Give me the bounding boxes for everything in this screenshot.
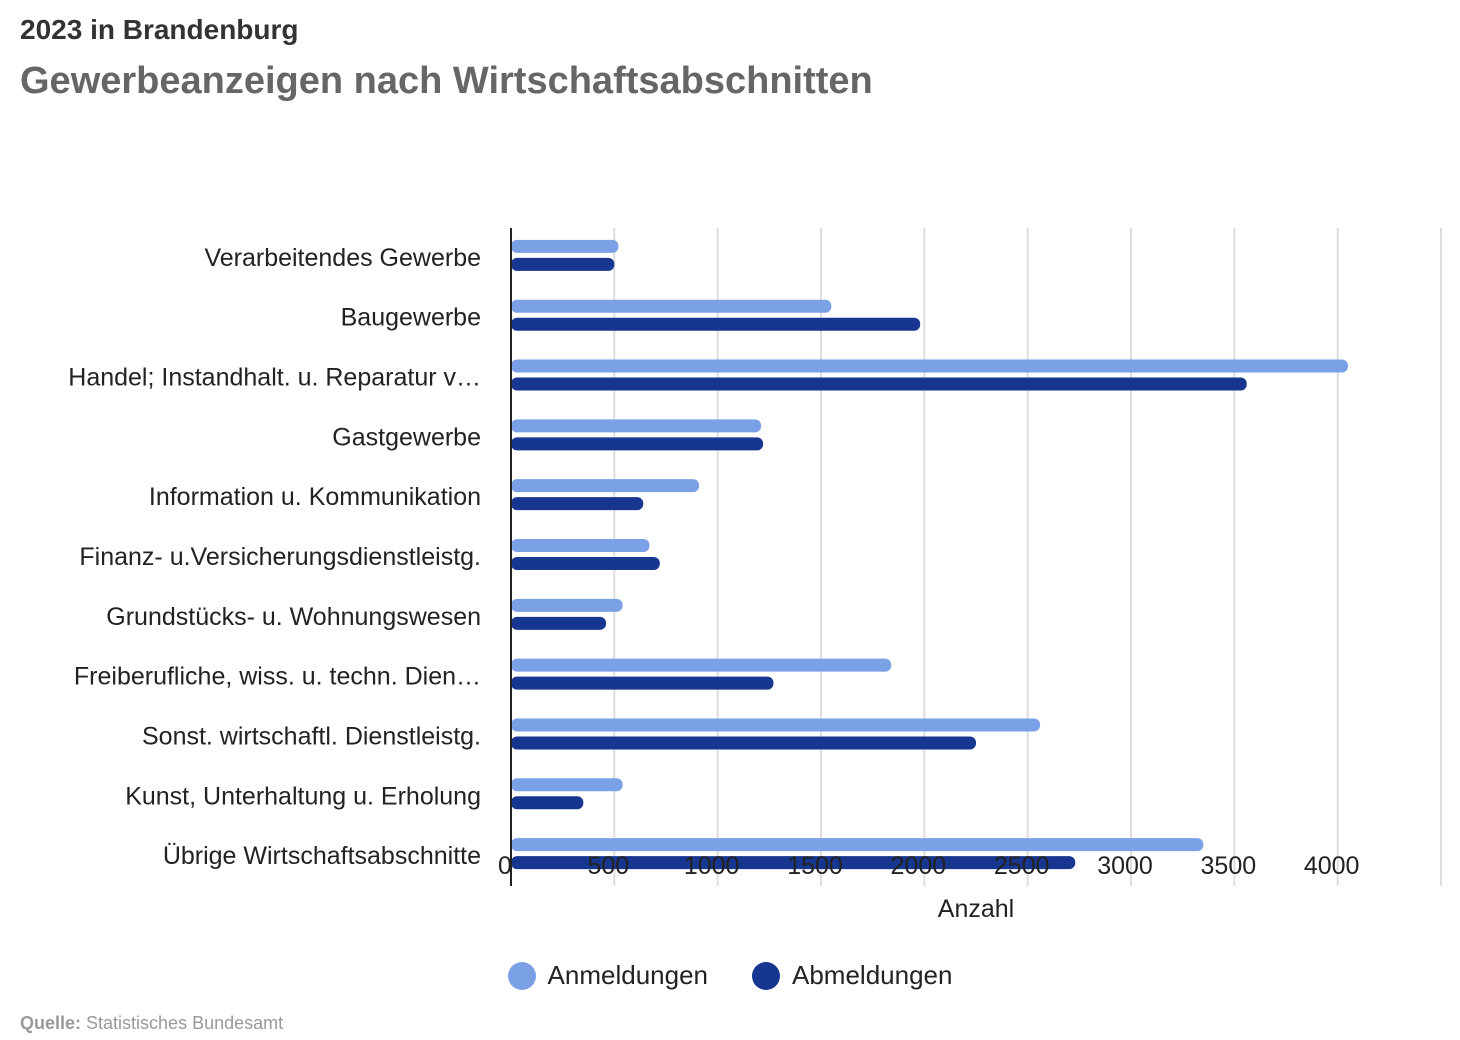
x-tick-label: 0 xyxy=(498,852,512,880)
source-text: Statistisches Bundesamt xyxy=(86,1013,284,1033)
category-label: Grundstücks- u. Wohnungswesen xyxy=(106,603,481,631)
source-note: Quelle: Statistisches Bundesamt xyxy=(20,1013,283,1034)
bar-abmeldungen xyxy=(511,736,976,750)
legend: Anmeldungen Abmeldungen xyxy=(0,960,1460,991)
bar-anmeldungen xyxy=(511,359,1348,373)
x-tick-label: 4000 xyxy=(1304,852,1360,880)
category-label: Finanz- u.Versicherungsdienstleistg. xyxy=(79,543,481,571)
category-label: Kunst, Unterhaltung u. Erholung xyxy=(125,782,481,810)
bar-anmeldungen xyxy=(511,838,1204,852)
bar-anmeldungen xyxy=(511,598,623,612)
legend-item-abmeldungen[interactable]: Abmeldungen xyxy=(752,960,952,991)
category-label: Gastgewerbe xyxy=(332,423,481,451)
legend-label-anmeldungen: Anmeldungen xyxy=(547,960,708,990)
x-axis-title: Anzahl xyxy=(938,895,1014,923)
bar-anmeldungen xyxy=(511,778,623,792)
source-label: Quelle: xyxy=(20,1013,82,1033)
bar-anmeldungen xyxy=(511,718,1041,732)
bar-abmeldungen xyxy=(511,856,1076,870)
category-label: Freiberufliche, wiss. u. techn. Dien… xyxy=(74,663,481,691)
x-tick-label: 1500 xyxy=(787,852,843,880)
legend-swatch-abmeldungen xyxy=(752,961,780,990)
bar-abmeldungen xyxy=(511,257,615,271)
x-tick-label: 3000 xyxy=(1097,852,1153,880)
bar-abmeldungen xyxy=(511,616,607,630)
bar-chart: Verarbeitendes Gewerbe Baugewerbe Handel; … xyxy=(68,228,1442,923)
bar-abmeldungen xyxy=(511,317,921,331)
x-tick-label: 500 xyxy=(587,852,629,880)
category-label: Handel; Instandhalt. u. Reparatur v… xyxy=(68,364,481,392)
x-tick-label: 3500 xyxy=(1201,852,1257,880)
bar-anmeldungen xyxy=(511,299,832,313)
category-label: Verarbeitendes Gewerbe xyxy=(204,244,481,272)
category-label: Information u. Kommunikation xyxy=(149,483,481,511)
x-tick-label: 2000 xyxy=(891,852,947,880)
category-label: Sonst. wirtschaftl. Dienstleistg. xyxy=(142,722,481,750)
bar-abmeldungen xyxy=(511,377,1247,391)
bar-anmeldungen xyxy=(511,658,892,672)
x-tick-label: 2500 xyxy=(994,852,1050,880)
bar-anmeldungen xyxy=(511,419,762,433)
bar-abmeldungen xyxy=(511,676,774,690)
bar-anmeldungen xyxy=(511,539,650,552)
category-label: Baugewerbe xyxy=(341,304,481,332)
bar-anmeldungen xyxy=(511,479,700,493)
legend-item-anmeldungen[interactable]: Anmeldungen xyxy=(507,960,708,991)
bar-abmeldungen xyxy=(511,497,644,511)
chart-subtitle: 2023 in Brandenburg xyxy=(20,14,299,45)
category-label: Übrige Wirtschaftsabschnitte xyxy=(163,842,481,870)
bar-abmeldungen xyxy=(511,557,660,570)
bar-anmeldungen xyxy=(511,239,619,253)
bar-abmeldungen xyxy=(511,437,764,451)
legend-swatch-anmeldungen xyxy=(507,961,536,990)
chart-title: Gewerbeanzeigen nach Wirtschaftsabschnit… xyxy=(20,60,873,102)
bar-abmeldungen xyxy=(511,796,584,810)
x-tick-label: 1000 xyxy=(684,852,740,880)
legend-label-abmeldungen: Abmeldungen xyxy=(792,960,953,990)
